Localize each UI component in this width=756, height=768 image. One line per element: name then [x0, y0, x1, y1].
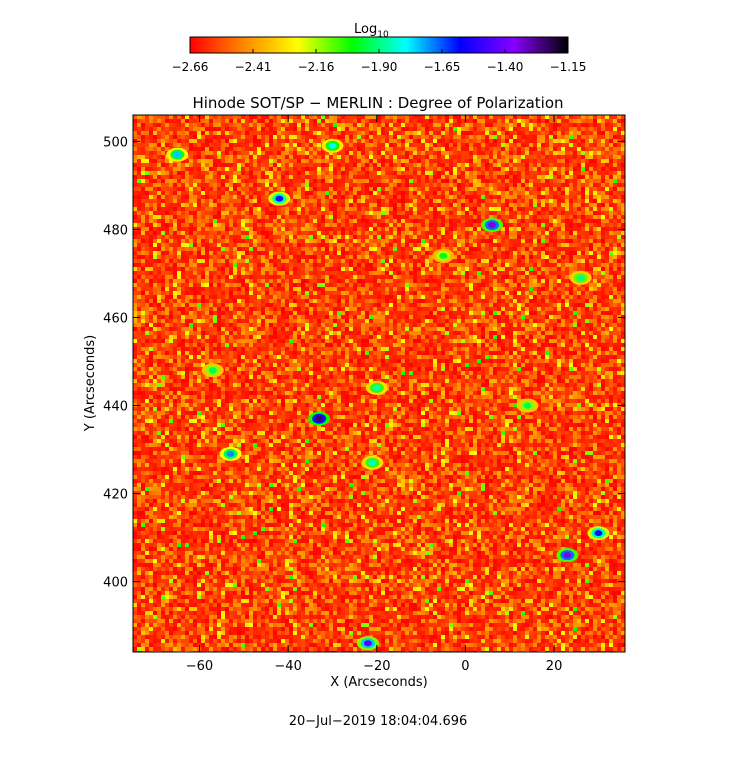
x-axis-label: X (Arcseconds) — [330, 675, 427, 690]
y-tick-label: 480 — [103, 223, 128, 238]
heatmap-cells — [133, 115, 625, 652]
axis-ticks: −60 −40 −20 0 20 400 420 440 460 480 500 — [103, 115, 625, 674]
feature-9 — [321, 138, 344, 153]
y-tick-label: 420 — [103, 488, 128, 503]
feature-6 — [219, 446, 242, 461]
colorbar-tick-label: −2.16 — [298, 60, 335, 74]
colorbar-label: Log10 — [354, 22, 389, 40]
y-axis-label: Y (Arcseconds) — [83, 335, 98, 432]
feature-7 — [587, 526, 610, 541]
colorbar-tick-label: −1.65 — [424, 60, 461, 74]
colorbar-tick-label: −1.90 — [361, 60, 398, 74]
feature-1 — [308, 411, 331, 426]
feature-11 — [365, 380, 388, 395]
feature-2 — [481, 218, 504, 233]
x-tick-label: −60 — [186, 659, 213, 674]
colorbar-tick-label: −2.41 — [235, 60, 272, 74]
colorbar-tick-label: −1.40 — [487, 60, 524, 74]
heatmap-features — [166, 138, 610, 651]
feature-13 — [201, 363, 224, 378]
colorbar-ticks: −2.66 −2.41 −2.16 −1.90 −1.65 −1.40 −1.15 — [172, 49, 587, 74]
colorbar-tick-label: −1.15 — [550, 60, 587, 74]
y-tick-label: 500 — [103, 135, 128, 150]
y-tick-label: 440 — [103, 400, 128, 415]
x-tick-label: 20 — [546, 659, 563, 674]
feature-5 — [268, 191, 291, 206]
feature-15 — [432, 248, 455, 263]
feature-12 — [569, 270, 592, 285]
feature-8 — [166, 147, 189, 162]
chart-title: Hinode SOT/SP − MERLIN : Degree of Polar… — [192, 94, 563, 112]
plot-area: −60 −40 −20 0 20 400 420 440 460 480 500 — [103, 114, 626, 674]
plot-frame — [132, 114, 626, 653]
y-tick-label: 400 — [103, 576, 128, 591]
x-tick-label: 0 — [461, 659, 469, 674]
colorbar: Log10 −2.66 −2.41 −2.16 −1.90 −1.65 −1.40 −1.1… — [172, 22, 587, 74]
observation-timestamp: 20−Jul−2019 18:04:04.696 — [288, 714, 468, 729]
x-tick-label: −20 — [363, 659, 390, 674]
feature-14 — [516, 398, 539, 413]
feature-4 — [356, 636, 379, 651]
colorbar-tick-label: −2.66 — [172, 60, 209, 74]
feature-10 — [361, 455, 384, 470]
x-tick-label: −40 — [274, 659, 301, 674]
y-tick-label: 460 — [103, 311, 128, 326]
feature-3 — [556, 548, 579, 563]
